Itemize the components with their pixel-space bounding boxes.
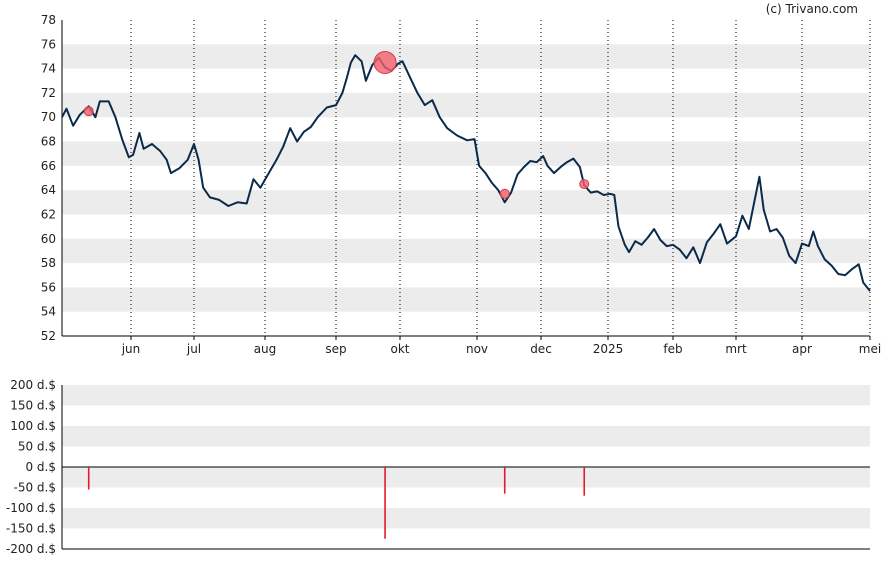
month-label: okt [391,342,410,356]
dividend-band [62,426,870,447]
dividend-y-tick-label: -100 d.$ [6,501,56,515]
dividend-y-tick-label: -150 d.$ [6,522,56,536]
month-label: apr [792,342,812,356]
dividend-y-tick-label: 50 d.$ [18,440,56,454]
price-y-tick-label: 68 [41,135,56,149]
price-band [62,44,870,69]
dividend-y-tick-label: 100 d.$ [10,419,56,433]
event-marker [373,51,397,75]
price-y-tick-label: 54 [41,305,56,319]
price-y-tick-label: 52 [41,329,56,343]
price-y-tick-label: 58 [41,256,56,270]
dividend-y-tick-label: 200 d.$ [10,378,56,392]
event-marker [499,188,510,199]
price-panel: 52 54 56 58 60 62 64 66 68 70 72 74 76 78 jun jul aug sep… [41,13,881,356]
month-label: aug [254,342,277,356]
dividend-band [62,508,870,529]
dividend-y-tick-label: -200 d.$ [6,542,56,556]
credit-text: (c) Trivano.com [766,2,858,16]
dividend-y-tick-label: -50 d.$ [14,481,56,495]
price-y-tick-label: 64 [41,183,56,197]
dividend-band [62,385,870,406]
price-y-tick-label: 78 [41,13,56,27]
event-marker [579,179,590,190]
event-marker [83,106,94,117]
month-label: mei [859,342,881,356]
price-y-tick-label: 56 [41,280,56,294]
price-band [62,287,870,312]
price-y-tick-label: 74 [41,62,56,76]
month-label: nov [466,342,488,356]
price-y-tick-label: 60 [41,232,56,246]
month-label: dec [530,342,552,356]
dividend-band [62,467,870,488]
dividend-y-tick-label: 0 d.$ [25,460,56,474]
month-label: feb [663,342,682,356]
month-label: mrt [725,342,747,356]
price-y-tick-label: 62 [41,207,56,221]
price-line [61,54,871,292]
price-band [62,238,870,264]
price-y-tick-label: 66 [41,159,56,173]
dividend-y-tick-label: 150 d.$ [10,399,56,413]
price-y-tick-label: 70 [41,110,56,124]
price-y-tick-label: 72 [41,86,56,100]
price-band [62,141,870,166]
price-band [62,190,870,215]
month-label: 2025 [593,342,624,356]
price-band [62,92,870,118]
price-y-tick-label: 76 [41,37,56,51]
month-label: jul [186,342,201,356]
month-label: jun [121,342,141,356]
month-label: sep [325,342,346,356]
dividend-panel: 200 d.$ 150 d.$ 100 d.$ 50 d.$ 0 d.$ -50 d.$ -… [6,378,870,556]
